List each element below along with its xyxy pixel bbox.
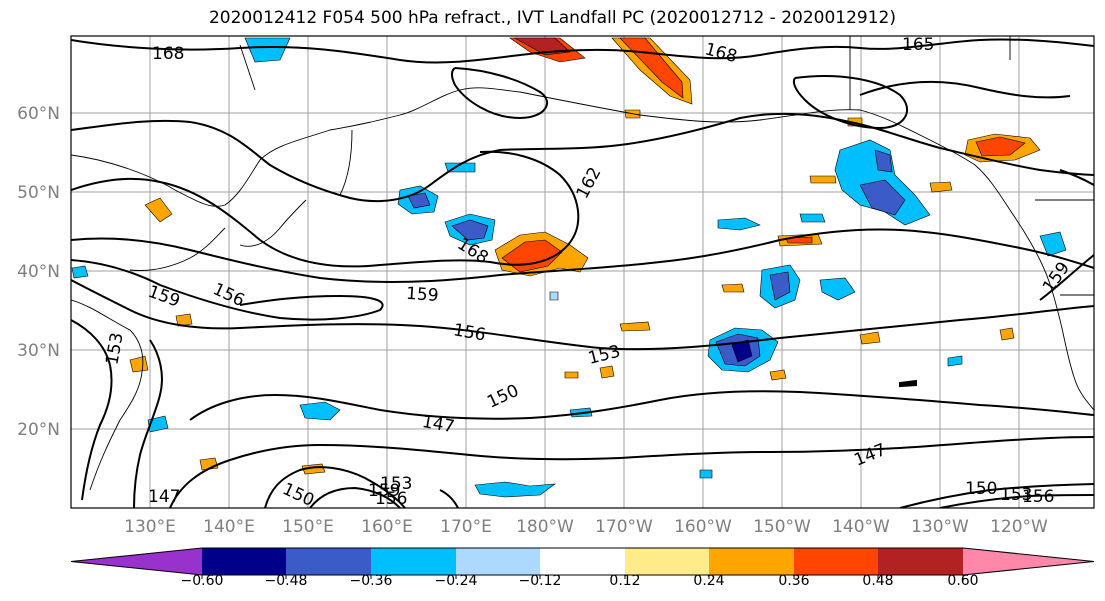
contour-label: 153 (1000, 485, 1032, 505)
map-frame (70, 35, 1095, 509)
latitude-labels: 60°N 50°N 40°N 30°N 20°N (17, 104, 60, 440)
lon-tick-label: 170°W (595, 517, 653, 537)
colorbar-segment (286, 548, 371, 575)
lon-tick-label: 170°E (440, 517, 492, 537)
lon-tick-label: 130°E (124, 517, 176, 537)
height-contours (71, 38, 1094, 508)
lon-tick-label: 140°E (203, 517, 255, 537)
contour-label: 168 (152, 44, 184, 64)
colorbar (70, 547, 1095, 579)
colorbar-tick-label: −0.36 (350, 573, 393, 589)
colorbar-segment (878, 548, 963, 575)
lon-tick-label: 150°W (753, 517, 811, 537)
colorbar-tick-label: −0.24 (435, 573, 478, 589)
lon-tick-label: 130°W (911, 517, 969, 537)
colorbar-segment (371, 548, 456, 575)
longitude-labels: 130°E 140°E 150°E 160°E 170°E 180°W 170°… (124, 517, 1048, 537)
lon-tick-label: 150°E (282, 517, 334, 537)
contour-label: 150 (965, 479, 997, 499)
colorbar-tick-label: −0.60 (181, 573, 224, 589)
lat-tick-label: 20°N (17, 420, 60, 440)
lon-tick-label: 180°W (516, 517, 574, 537)
colorbar-segment (794, 548, 878, 575)
coastlines (71, 36, 1094, 491)
colorbar-segment (963, 548, 1094, 575)
colorbar-segment (456, 548, 540, 575)
colorbar-tick-label: 0.24 (693, 573, 724, 589)
contour-label: 159 (405, 284, 439, 306)
colorbar-segment (709, 548, 794, 575)
contour-label: 153 (380, 474, 412, 494)
gridlines (71, 36, 1094, 508)
lon-tick-label: 160°W (674, 517, 732, 537)
contour-label: 165 (902, 35, 934, 55)
colorbar-tick-label: 0.12 (609, 573, 640, 589)
shaded-patches (71, 37, 1067, 498)
lon-tick-label: 160°E (361, 517, 413, 537)
colorbar-tick-label: 0.36 (778, 573, 809, 589)
contour-label: 147 (148, 487, 180, 507)
colorbar-tick-label: −0.48 (265, 573, 308, 589)
colorbar-tick-labels: −0.60 −0.48 −0.36 −0.24 −0.12 0.12 0.24 … (181, 573, 979, 589)
lon-tick-label: 120°W (990, 517, 1048, 537)
colorbar-tick-label: −0.12 (519, 573, 562, 589)
lon-tick-label: 140°W (832, 517, 890, 537)
lat-tick-label: 30°N (17, 341, 60, 361)
lat-tick-label: 60°N (17, 104, 60, 124)
lat-tick-label: 40°N (17, 262, 60, 282)
colorbar-segment (202, 548, 286, 575)
lat-tick-label: 50°N (17, 183, 60, 203)
contour-label: 156 (375, 489, 407, 509)
colorbar-tick-label: 0.48 (862, 573, 893, 589)
contour-label: 156 (1022, 487, 1054, 507)
contour-label: 159 (368, 481, 400, 501)
map-title: 2020012412 F054 500 hPa refract., IVT La… (208, 8, 896, 28)
colorbar-segment (540, 548, 625, 575)
colorbar-segment (625, 548, 709, 575)
colorbar-tick-label: 0.60 (947, 573, 978, 589)
colorbar-segment (71, 548, 202, 575)
map-background (71, 36, 1094, 508)
